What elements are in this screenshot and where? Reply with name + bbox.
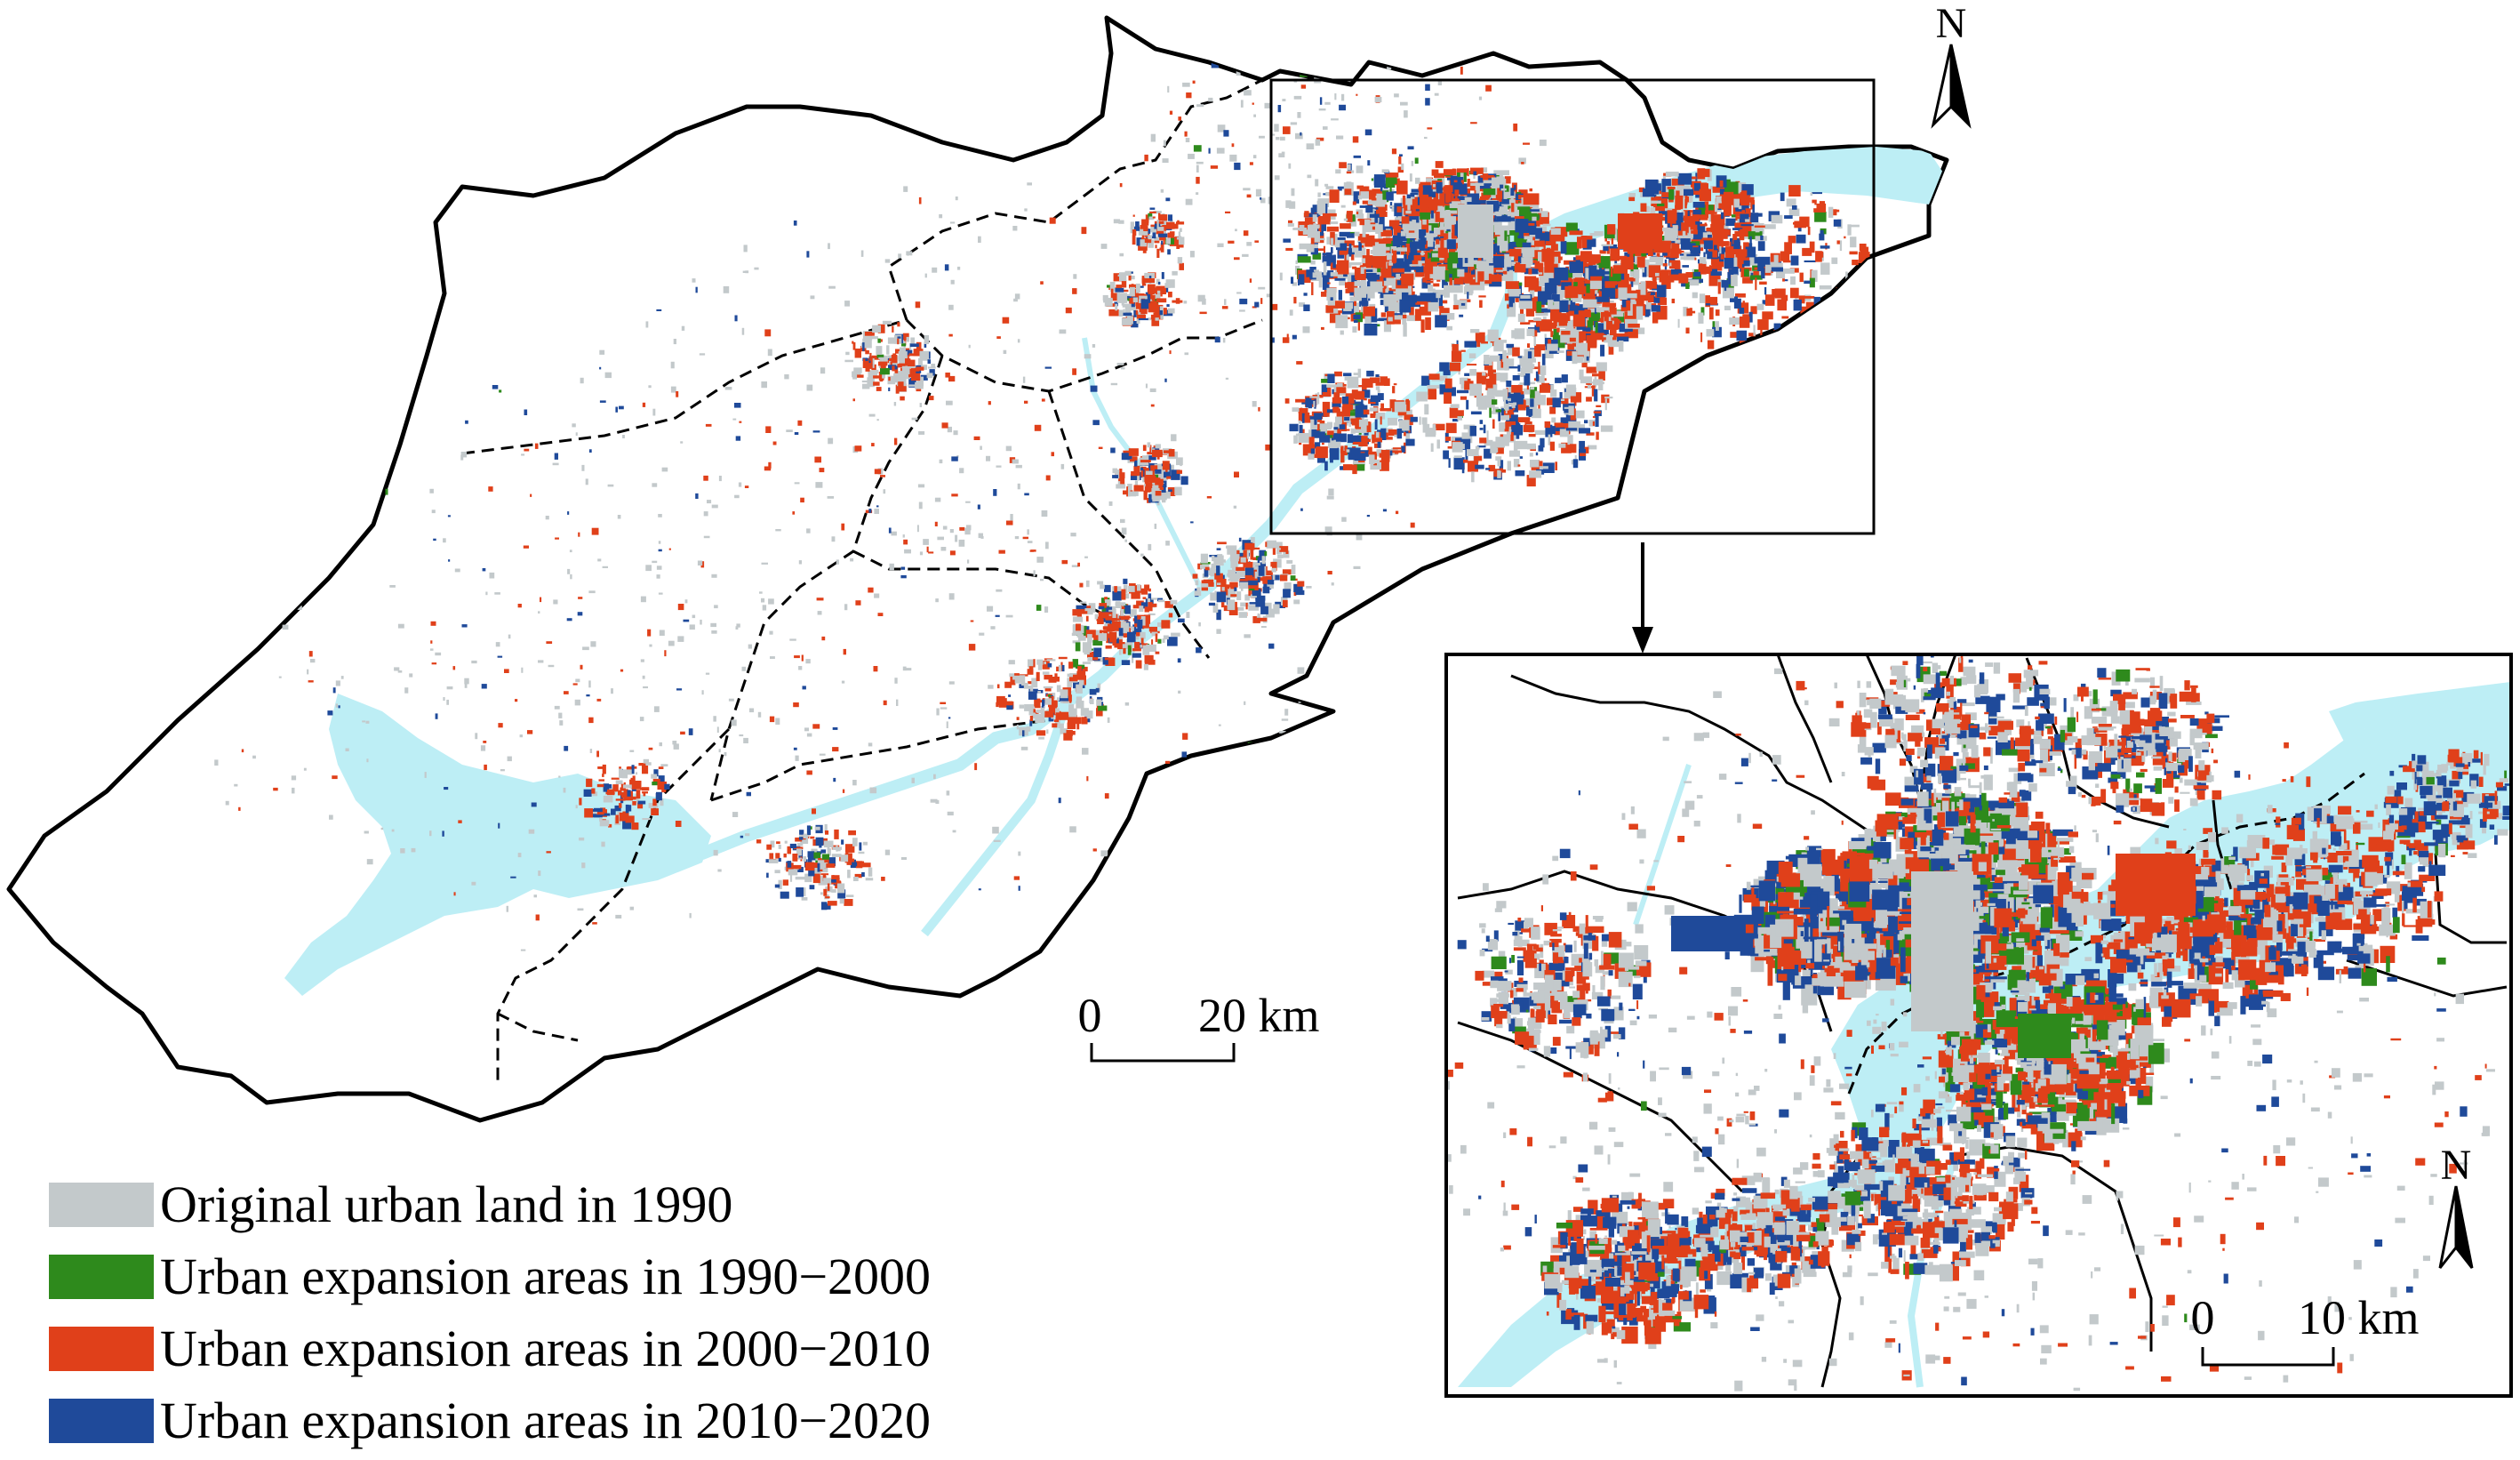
inset-map: N 0 10 km <box>1427 646 2520 1454</box>
north-label: N <box>1936 0 1967 47</box>
inset-north-label: N <box>2441 1142 2472 1189</box>
legend-swatch-2000-2010 <box>49 1327 154 1371</box>
legend-label: Urban expansion areas in 1990−2000 <box>160 1244 931 1310</box>
legend-swatch-1990-2000 <box>49 1255 154 1299</box>
main-scale-bar: 0 20 km <box>1078 989 1320 1061</box>
legend-label: Original urban land in 1990 <box>160 1172 732 1238</box>
legend-swatch-2010-2020 <box>49 1399 154 1443</box>
inset-scale-bar-start-label: 0 <box>2191 1291 2215 1344</box>
scale-bar-start-label: 0 <box>1078 989 1102 1042</box>
inset-pointer-arrow <box>1632 542 1653 654</box>
inset-scale-bar-end-label: 10 km <box>2298 1291 2420 1344</box>
legend-label: Urban expansion areas in 2000−2010 <box>160 1316 931 1382</box>
scale-bar-end-label: 20 km <box>1198 989 1320 1042</box>
legend-swatch-original-urban <box>49 1183 154 1227</box>
north-arrow: N <box>1933 0 1969 124</box>
legend-label: Urban expansion areas in 2010−2020 <box>160 1388 931 1454</box>
